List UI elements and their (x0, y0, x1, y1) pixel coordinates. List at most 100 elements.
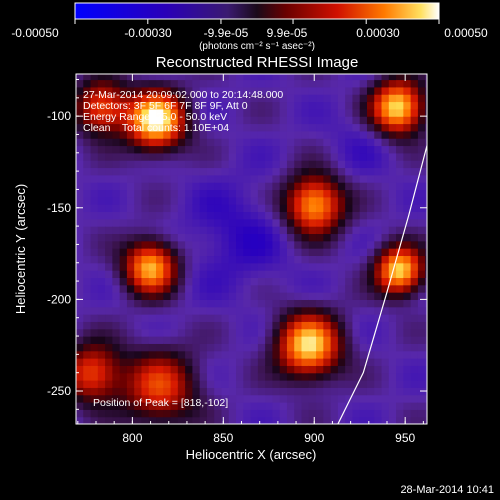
heatmap-cell (257, 262, 266, 271)
heatmap-cell (286, 284, 295, 293)
heatmap-cell (199, 262, 208, 271)
heatmap-cell (148, 145, 157, 154)
heatmap-cell (83, 314, 92, 322)
heatmap-cell (228, 255, 237, 264)
heatmap-cell (221, 196, 230, 205)
heatmap-cell (294, 189, 303, 198)
heatmap-cell (83, 350, 92, 359)
heatmap-cell (337, 416, 346, 424)
heatmap-cell (192, 138, 201, 147)
heatmap-cell (177, 343, 186, 352)
heatmap-cell (156, 94, 164, 103)
heatmap-cell (381, 130, 390, 139)
heatmap-cell (323, 394, 332, 403)
heatmap-cell (272, 284, 281, 293)
heatmap-cell (279, 343, 288, 352)
heatmap-cell (97, 101, 106, 110)
heatmap-cell (250, 74, 259, 81)
heatmap-cell (381, 189, 390, 198)
heatmap-cell (403, 358, 412, 366)
heatmap-cell (90, 277, 99, 286)
heatmap-cell (352, 74, 361, 81)
heatmap-cell (294, 409, 303, 418)
heatmap-cell (105, 79, 113, 88)
heatmap-cell (170, 138, 179, 147)
heatmap-cell (323, 174, 332, 183)
heatmap-cell (228, 394, 237, 403)
heatmap-cell (163, 152, 172, 161)
heatmap-cell (257, 248, 266, 257)
heatmap-cell (199, 160, 208, 169)
heatmap-cell (345, 152, 354, 161)
heatmap-cell (206, 284, 215, 293)
heatmap-cell (265, 240, 274, 249)
heatmap-cell (308, 306, 317, 315)
heatmap-cell (221, 160, 230, 169)
heatmap-cell (366, 152, 375, 161)
heatmap-cell (126, 240, 135, 249)
heatmap-cell (381, 86, 390, 95)
heatmap-cell (90, 321, 99, 330)
heatmap-cell (359, 416, 368, 424)
heatmap-cell (272, 321, 281, 330)
heatmap-cell (221, 167, 230, 176)
heatmap-cell (410, 79, 419, 88)
heatmap-cell (228, 218, 237, 227)
heatmap-cell (214, 79, 223, 88)
heatmap-cell (236, 255, 244, 264)
heatmap-cell (279, 160, 288, 169)
heatmap-cell (403, 306, 412, 315)
heatmap-cell (279, 123, 288, 132)
heatmap-cell (272, 358, 281, 366)
heatmap-cell (257, 416, 266, 424)
heatmap-cell (250, 314, 259, 322)
heatmap-cell (265, 336, 274, 344)
heatmap-cell (243, 306, 252, 315)
heatmap-cell (97, 292, 106, 300)
heatmap-cell (330, 138, 339, 147)
heatmap-cell (156, 262, 164, 271)
heatmap-cell (323, 211, 332, 220)
heatmap-cell (410, 211, 419, 220)
heatmap-cell (90, 123, 99, 132)
heatmap-cell (265, 174, 274, 183)
heatmap-cell (105, 138, 113, 147)
heatmap-cell (90, 116, 99, 125)
heatmap-cell (279, 145, 288, 154)
heatmap-cell (323, 306, 332, 315)
heatmap-cell (126, 328, 135, 337)
heatmap-cell (141, 167, 150, 176)
heatmap-cell (352, 116, 361, 125)
heatmap-cell (265, 321, 274, 330)
heatmap-cell (126, 358, 135, 366)
heatmap-cell (148, 402, 157, 410)
heatmap-cell (388, 189, 397, 198)
heatmap-cell (214, 358, 223, 366)
heatmap-cell (192, 240, 201, 249)
heatmap-cell (148, 306, 157, 315)
heatmap-cell (417, 380, 426, 388)
heatmap-cell (214, 101, 223, 110)
heatmap-cell (257, 138, 266, 147)
heatmap-cell (425, 226, 427, 235)
heatmap-cell (76, 255, 84, 264)
heatmap-cell (294, 182, 303, 191)
heatmap-cell (417, 306, 426, 315)
heatmap-cell (141, 328, 150, 337)
heatmap-cell (359, 336, 368, 344)
heatmap-cell (221, 306, 230, 315)
heatmap-cell (417, 328, 426, 337)
heatmap-cell (105, 380, 113, 388)
heatmap-cell (359, 365, 368, 374)
heatmap-cell (206, 270, 215, 278)
heatmap-cell (192, 108, 201, 117)
heatmap-cell (134, 189, 143, 198)
heatmap-cell (294, 94, 303, 103)
heatmap-cell (265, 86, 274, 95)
heatmap-cell (374, 174, 383, 183)
heatmap-cell (417, 189, 426, 198)
heatmap-cell (337, 299, 346, 308)
heatmap-cell (236, 130, 244, 139)
heatmap-cell (221, 409, 230, 418)
heatmap-cell (97, 86, 106, 95)
